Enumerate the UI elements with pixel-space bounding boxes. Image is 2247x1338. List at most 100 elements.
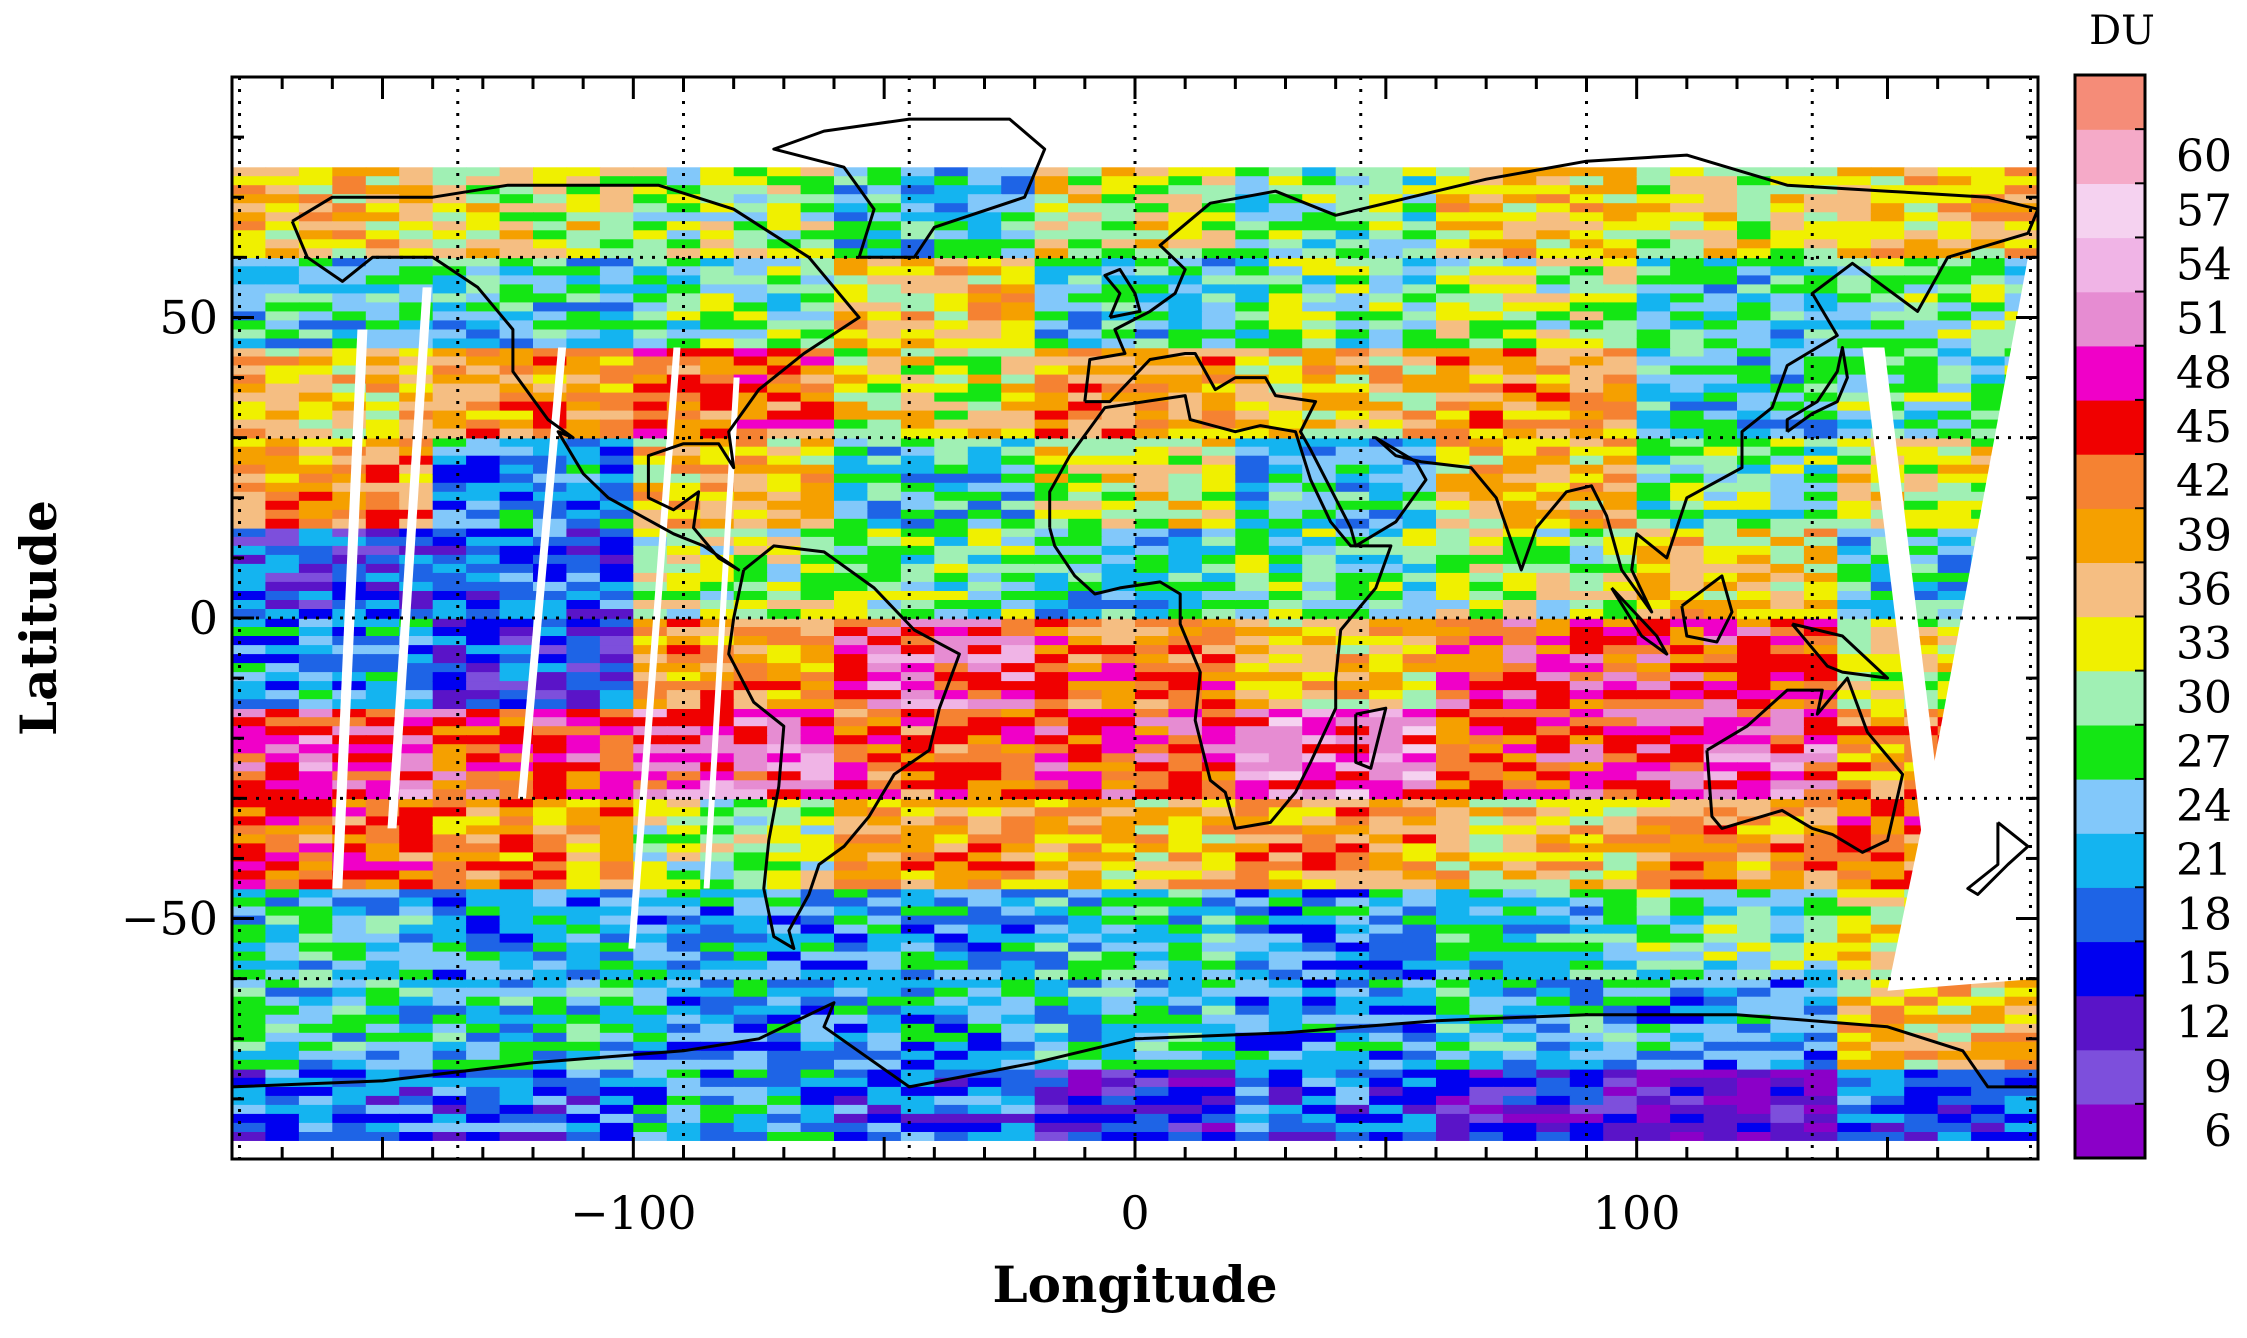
data-cell <box>900 654 936 664</box>
data-cell <box>566 906 601 917</box>
data-cell <box>1135 464 1170 475</box>
data-cell <box>767 1014 802 1025</box>
data-cell <box>1034 924 1069 935</box>
data-cell <box>700 500 735 511</box>
data-cell <box>1636 816 1671 827</box>
data-cell <box>1068 1023 1103 1034</box>
data-cell <box>566 744 601 754</box>
data-cell <box>1068 347 1103 358</box>
data-cell <box>1569 717 1604 727</box>
data-cell <box>1068 744 1103 754</box>
data-cell <box>1235 554 1270 565</box>
data-cell <box>1235 581 1270 592</box>
data-cell <box>566 482 601 493</box>
data-cell <box>934 356 969 367</box>
data-cell <box>1803 419 1839 430</box>
data-cell <box>1803 699 1839 709</box>
data-cell <box>1135 600 1170 610</box>
data-cell <box>1971 383 2006 394</box>
data-cell <box>1135 726 1170 736</box>
data-cell <box>1135 663 1170 673</box>
data-cell <box>1536 996 1571 1007</box>
data-cell <box>1068 419 1103 430</box>
data-cell <box>1335 1104 1370 1115</box>
data-cell <box>767 1104 802 1115</box>
data-cell <box>1870 572 1905 583</box>
data-cell <box>1436 563 1471 574</box>
data-cell <box>432 491 467 502</box>
data-cell <box>1603 906 1638 917</box>
data-cell <box>1168 672 1203 682</box>
data-cell <box>700 834 735 845</box>
data-cell <box>265 726 300 736</box>
data-cell <box>466 681 501 691</box>
data-cell <box>1268 942 1303 953</box>
data-cell <box>466 798 501 809</box>
data-cell <box>232 807 267 818</box>
data-cell <box>900 428 936 439</box>
data-cell <box>967 1059 1002 1070</box>
data-cell <box>967 600 1002 610</box>
data-cell <box>566 1086 601 1097</box>
data-cell <box>265 1086 300 1097</box>
data-cell <box>1469 1104 1504 1115</box>
data-cell <box>1335 1122 1370 1133</box>
data-cell <box>867 663 902 673</box>
data-cell <box>332 482 367 493</box>
data-cell <box>1937 581 1972 592</box>
data-cell <box>1569 699 1604 709</box>
data-cell <box>666 726 701 736</box>
data-cell <box>1034 699 1069 709</box>
data-cell <box>1904 1023 1939 1034</box>
data-cell <box>1737 419 1772 430</box>
data-cell <box>967 987 1002 998</box>
data-cell <box>1469 1095 1504 1106</box>
data-cell <box>1703 536 1738 547</box>
data-cell <box>265 789 300 800</box>
data-cell <box>1068 780 1103 791</box>
data-cell <box>499 771 534 782</box>
data-cell <box>800 762 835 773</box>
data-cell <box>1737 356 1772 367</box>
data-cell <box>1569 654 1604 664</box>
data-cell <box>298 870 334 881</box>
data-cell <box>1135 365 1170 376</box>
data-cell <box>466 1077 501 1088</box>
data-cell <box>265 708 300 718</box>
data-cell <box>1302 419 1337 430</box>
data-cell <box>466 744 501 754</box>
data-cell <box>1001 392 1036 403</box>
data-cell <box>332 735 367 745</box>
data-cell <box>767 906 802 917</box>
data-cell <box>967 789 1002 800</box>
data-cell <box>1870 581 1905 592</box>
data-cell <box>967 690 1002 700</box>
data-cell <box>900 473 936 484</box>
data-cell <box>2004 1032 2038 1043</box>
data-cell <box>566 347 601 358</box>
data-cell <box>1001 798 1036 809</box>
data-cell <box>967 960 1002 971</box>
data-cell <box>1201 762 1237 773</box>
data-cell <box>633 771 668 782</box>
data-cell <box>1101 600 1136 610</box>
data-cell <box>733 861 768 872</box>
data-cell <box>767 672 802 682</box>
data-cell <box>1335 906 1370 917</box>
data-cell <box>566 690 601 700</box>
data-cell <box>1670 365 1705 376</box>
data-cell <box>399 951 434 962</box>
data-cell <box>1904 1086 1939 1097</box>
data-cell <box>1703 726 1738 736</box>
data-cell <box>967 897 1002 908</box>
data-cell <box>767 500 802 511</box>
data-cell <box>1201 888 1237 899</box>
data-cell <box>967 536 1002 547</box>
data-cell <box>1603 852 1638 863</box>
data-cell <box>1770 572 1805 583</box>
data-cell <box>566 942 601 953</box>
data-cell <box>1569 500 1604 511</box>
data-cell <box>1837 879 1872 890</box>
data-cell <box>232 356 267 367</box>
data-cell <box>800 969 835 980</box>
